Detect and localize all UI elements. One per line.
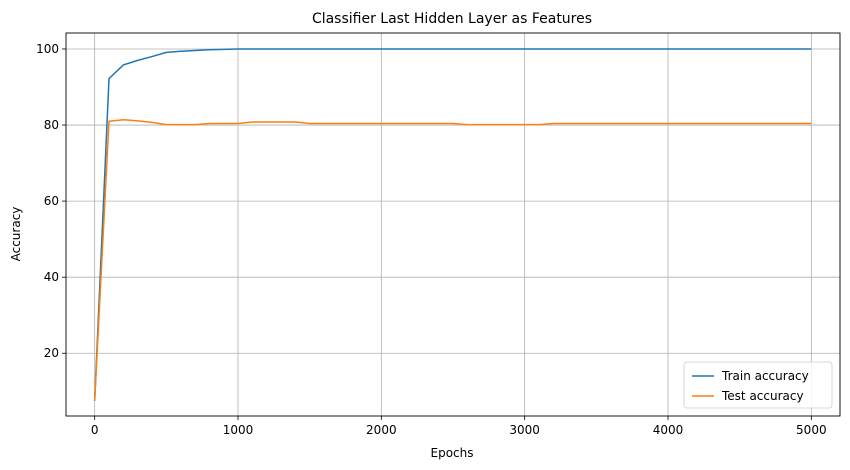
legend-box [683, 361, 833, 409]
legend-label-1: Train accuracy [721, 369, 809, 383]
chart-title: Classifier Last Hidden Layer as Features [312, 11, 592, 27]
y-tick-label: 100 [36, 42, 59, 56]
legend-label-2: Test accuracy [721, 389, 804, 403]
x-tick-label: 2000 [366, 423, 397, 437]
plot-frame [65, 32, 841, 417]
x-tick-label: 4000 [653, 423, 684, 437]
y-axis-label: Accuracy [9, 207, 23, 262]
y-tick-label: 40 [44, 270, 59, 284]
x-tick-label: 5000 [796, 423, 827, 437]
series-lines [93, 48, 812, 401]
y-tick-label: 60 [44, 194, 59, 208]
x-tick-label: 3000 [509, 423, 540, 437]
axis-ticks: 0 1000 2000 3000 4000 5000 20 40 60 80 100 [36, 42, 827, 437]
y-tick-label: 20 [44, 346, 59, 360]
y-tick-label: 80 [44, 118, 59, 132]
grid [66, 33, 840, 416]
legend: Train accuracy Test accuracy [683, 361, 833, 409]
x-axis-label: Epochs [431, 446, 474, 460]
series-line-2 [93, 118, 812, 401]
x-tick-label: 0 [91, 423, 99, 437]
x-tick-label: 1000 [223, 423, 254, 437]
series-line-1 [93, 48, 812, 401]
